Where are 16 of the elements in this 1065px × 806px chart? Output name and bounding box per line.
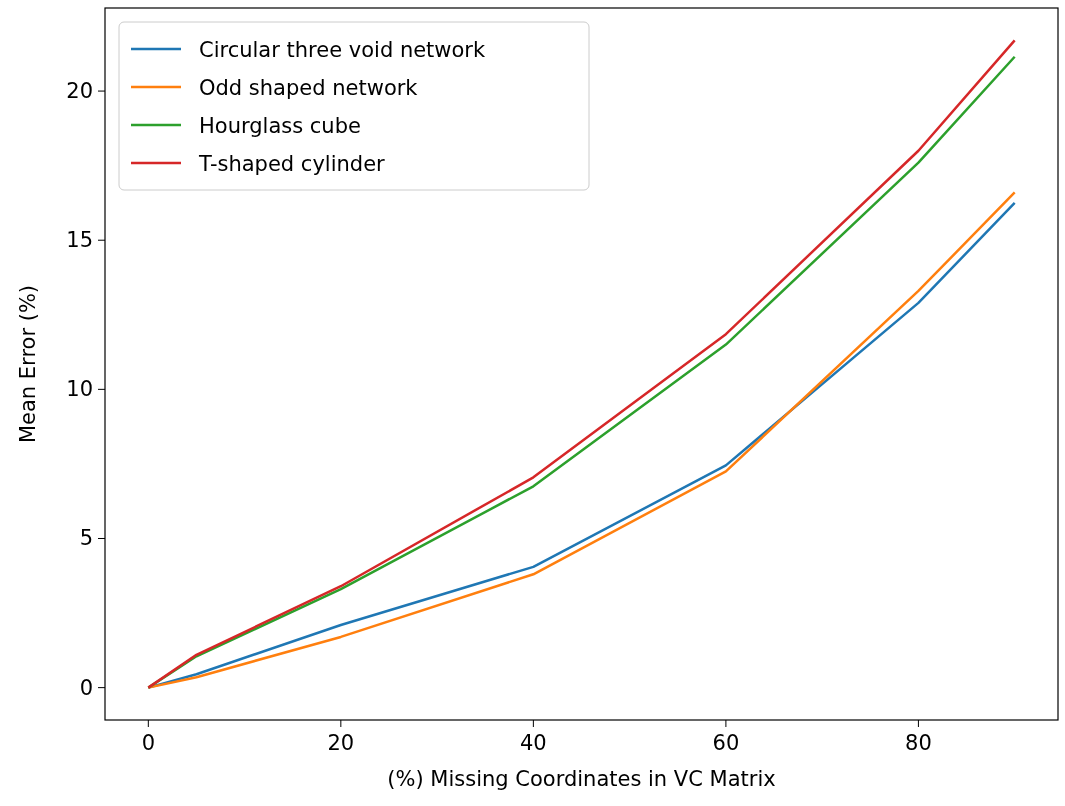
x-axis-title: (%) Missing Coordinates in VC Matrix xyxy=(387,767,776,791)
y-axis-title: Mean Error (%) xyxy=(16,284,40,444)
x-tick-label: 0 xyxy=(141,731,156,755)
x-tick-label: 60 xyxy=(712,731,740,755)
x-tick-label: 80 xyxy=(905,731,932,755)
y-tick-label: 10 xyxy=(66,377,93,402)
y-tick-label: 15 xyxy=(66,228,93,253)
legend-label: Odd shaped network xyxy=(199,76,419,100)
x-tick-label: 40 xyxy=(520,731,547,755)
legend-label: Hourglass cube xyxy=(199,114,361,138)
y-tick-label: 0 xyxy=(79,675,93,700)
y-tick-label: 20 xyxy=(66,79,93,104)
legend-label: Circular three void network xyxy=(199,38,486,62)
legend-label: T-shaped cylinder xyxy=(198,152,386,176)
x-tick-label: 20 xyxy=(327,731,355,755)
y-tick-label: 5 xyxy=(79,526,93,551)
